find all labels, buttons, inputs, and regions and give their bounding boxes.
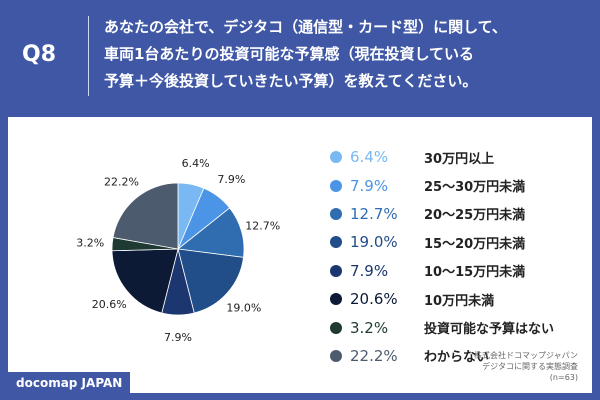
legend-label: 30万円以上 [424,151,495,167]
legend-item: 7.9% 10〜15万円未満 [330,257,590,285]
legend-label: 20〜25万円未満 [424,208,526,224]
legend: 6.4% 30万円以上 7.9% 25〜30万円未満 12.7% 20〜25万円… [330,143,590,370]
legend-item: 20.6% 10万円未満 [330,285,590,313]
legend-swatch [330,151,342,164]
legend-label: 10〜15万円未満 [424,265,526,281]
slice-label: 7.9% [164,331,192,344]
header: Q8 あなたの会社で、デジタコ（通信型・カード型）に関して、 車両1台あたりの投… [0,0,600,110]
pie-slice [177,248,244,314]
question-line: あなたの会社で、デジタコ（通信型・カード型）に関して、 [104,18,507,36]
legend-item: 22.2% わからない [330,342,590,370]
legend-percent: 7.9% [350,261,389,280]
question-number: Q8 [22,42,57,67]
slice-label: 7.9% [217,173,245,186]
pie-slice [111,248,179,314]
legend-swatch [330,264,342,277]
legend-swatch [330,293,342,306]
legend-percent: 22.2% [350,346,398,365]
legend-label: 25〜30万円未満 [424,180,526,196]
legend-label: 10万円未満 [424,293,495,309]
slice-label: 20.6% [92,298,127,311]
slice-label: 3.2% [76,237,104,250]
legend-item: 12.7% 20〜25万円未満 [330,200,590,228]
pie-chart: 6.4% 7.9% 12.7% 19.0% 7.9% 20.6% 3.2% 22.2% [76,157,280,344]
question-line: 車両1台あたりの投資可能な予算感（現在投資している [104,45,474,63]
chart-panel: 6.4% 7.9% 12.7% 19.0% 7.9% 20.6% 3.2% 22.2% 6.4… [8,117,592,393]
source-note: 株式会社ドコマップジャパン デジタコに関する実態調査 (n=63) [438,350,578,383]
pie-slice [112,182,179,250]
legend-label: 15〜20万円未満 [424,236,526,252]
legend-percent: 12.7% [350,204,398,223]
legend-percent: 19.0% [350,233,398,252]
source-line: デジタコに関する実態調査 [482,362,578,371]
legend-percent: 20.6% [350,290,398,309]
legend-swatch [330,179,342,192]
header-divider [88,16,89,96]
legend-label: 投資可能な予算はない [424,322,555,338]
legend-item: 3.2% 投資可能な予算はない [330,313,590,341]
source-line: 株式会社ドコマップジャパン [474,351,578,360]
legend-item: 6.4% 30万円以上 [330,143,590,171]
slice-label: 19.0% [226,301,261,314]
legend-percent: 3.2% [350,318,389,337]
legend-swatch [330,349,342,362]
legend-percent: 7.9% [350,176,389,195]
legend-swatch [330,321,342,334]
legend-swatch [330,207,342,220]
legend-swatch [330,236,342,249]
slice-label: 6.4% [182,157,210,170]
slice-label: 12.7% [245,219,280,232]
question-text: あなたの会社で、デジタコ（通信型・カード型）に関して、 車両1台あたりの投資可能… [104,14,584,95]
source-line: (n=63) [549,373,578,382]
legend-item: 7.9% 25〜30万円未満 [330,171,590,199]
legend-percent: 6.4% [350,148,389,167]
slice-label: 22.2% [104,176,139,189]
brand-badge: docomap JAPAN [8,372,131,394]
question-line: 予算＋今後投資していきたい予算）を教えてください。 [104,72,478,90]
legend-label: わからない [424,350,490,366]
legend-item: 19.0% 15〜20万円未満 [330,228,590,256]
